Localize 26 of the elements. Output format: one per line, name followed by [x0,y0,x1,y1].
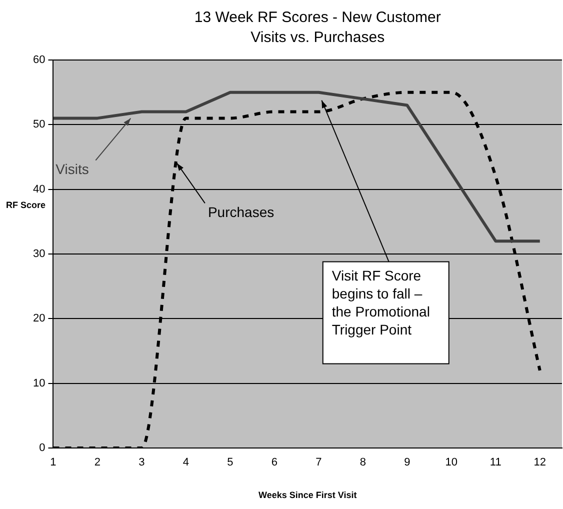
y-tick-label: 0 [39,442,46,454]
y-tick-label: 30 [32,248,46,260]
y-tick-label: 50 [32,118,46,131]
x-tick-label: 8 [360,456,366,469]
x-tick-label: 5 [227,456,234,469]
text: Visits [56,161,89,178]
x-tick-label: 10 [445,456,458,469]
y-tick-label: 40 [32,183,46,196]
x-tick-label: 11 [490,456,502,469]
y-tick-label: 60 [32,54,46,66]
annotation: Visit RF Score begins to fall – the Promotional Trigger Point [332,268,430,338]
x-axis-title: Weeks Since First Visit [258,490,357,500]
chart-subtitle: Visits vs. Purchases [250,29,385,46]
y-tick-label: 20 [32,312,46,325]
x-tick-label: 7 [316,456,322,469]
x-tick-label: 4 [182,456,190,469]
y-axis-title: RF Score [6,200,46,210]
y-tick-label: 10 [32,377,46,390]
x-tick-label: 6 [271,456,278,469]
x-tick-label: 2 [94,456,101,469]
chart-title: 13 Week RF Scores - New Customer [194,9,441,26]
x-tick-label: 3 [138,456,145,469]
x-tick-label: 9 [404,456,410,469]
text: Purchases [208,204,274,220]
x-tick-label: 12 [534,456,546,469]
x-tick-label: 1 [50,456,56,469]
